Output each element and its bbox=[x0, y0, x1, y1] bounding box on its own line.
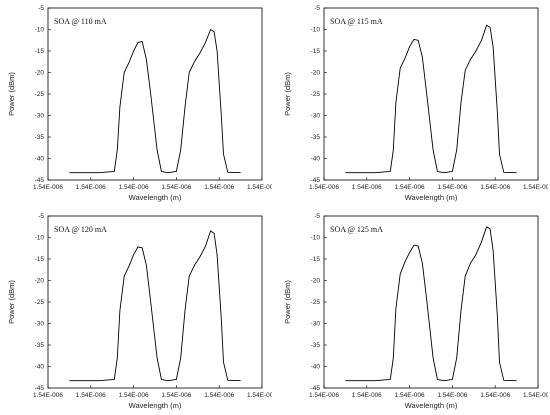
plot-frame bbox=[47, 215, 263, 389]
y-tick-label: -20 bbox=[35, 70, 45, 77]
panel-title: SOA @ 120 mA bbox=[54, 225, 107, 234]
x-tick-label: 1.54E-006 bbox=[395, 184, 425, 191]
y-tick-label: -5 bbox=[314, 5, 320, 12]
y-tick-label: -45 bbox=[311, 177, 321, 184]
y-tick-label: -30 bbox=[311, 321, 321, 328]
y-axis-label: Power (dBm) bbox=[283, 72, 292, 116]
y-tick-label: -40 bbox=[311, 364, 321, 371]
x-tick-label: 1.54E-006 bbox=[352, 184, 382, 191]
x-tick-label: 1.54E-006 bbox=[352, 392, 382, 399]
plot-frame bbox=[47, 7, 263, 181]
chart-svg-125: -5-10-15-20-25-30-35-40-451.54E-006 1.54E… bbox=[283, 213, 548, 410]
y-axis-label: Power (dBm) bbox=[7, 72, 16, 116]
y-tick-label: -5 bbox=[314, 213, 320, 220]
y-tick-label: -40 bbox=[35, 364, 45, 371]
x-tick-label: 1.54E-006 bbox=[309, 184, 339, 191]
y-tick-label: -20 bbox=[35, 278, 45, 285]
y-tick-label: -15 bbox=[311, 48, 321, 55]
y-tick-label: -35 bbox=[35, 134, 45, 141]
y-tick-label: -10 bbox=[35, 235, 45, 242]
y-tick-label: -35 bbox=[311, 134, 321, 141]
plot-frame bbox=[323, 7, 539, 181]
panel-title: SOA @ 125 mA bbox=[330, 225, 383, 234]
y-tick-label: -20 bbox=[311, 70, 321, 77]
y-tick-label: -20 bbox=[311, 278, 321, 285]
x-tick-label: 1.54E-006 bbox=[76, 392, 106, 399]
x-tick-label: 1.54E-006 bbox=[247, 184, 272, 191]
chart-panel-125: -5 -10 -15 -20 -25 -30 -35 -40 -45 1.54E-006 1.54E… bbox=[276, 208, 548, 413]
y-tick-label: -25 bbox=[311, 299, 321, 306]
y-tick-label: -40 bbox=[35, 156, 45, 163]
y-tick-label: -10 bbox=[311, 27, 321, 34]
x-tick-label: 1.54E-006 bbox=[437, 392, 467, 399]
spectrum-line bbox=[345, 226, 517, 382]
chart-svg-110: -5-10-15-20-25-30-35-40-451.54E-006 1.54E… bbox=[7, 5, 272, 202]
chart-svg-115: -5-10-15-20-25-30-35-40-451.54E-006 1.54E… bbox=[283, 5, 548, 202]
chart-panel-115: -5 -10 -15 -20 -25 -30 -35 -40 -45 1.54E-006 1.54E… bbox=[276, 0, 548, 205]
spectrum-line bbox=[69, 230, 241, 382]
y-tick-label: -10 bbox=[311, 235, 321, 242]
chart-panel-120: -5 -10 -15 -20 -25 -30 -35 -40 -45 1.54E-006 1.54E… bbox=[0, 208, 272, 413]
y-tick-label: -45 bbox=[311, 385, 321, 392]
y-tick-label: -5 bbox=[38, 5, 44, 12]
y-tick-label: -35 bbox=[35, 342, 45, 349]
y-tick-label: -45 bbox=[35, 385, 45, 392]
y-tick-label: -25 bbox=[311, 91, 321, 98]
x-tick-label: 1.54E-006 bbox=[33, 184, 63, 191]
x-tick-label: 1.54E-006 bbox=[33, 392, 63, 399]
plot-frame bbox=[323, 215, 539, 389]
spectrum-line bbox=[345, 24, 517, 174]
y-tick-label: -5 bbox=[38, 213, 44, 220]
y-tick-label: -30 bbox=[35, 113, 45, 120]
x-tick-label: 1.54E-006 bbox=[119, 392, 149, 399]
x-tick-label: 1.54E-006 bbox=[395, 392, 425, 399]
x-axis-label: Wavelength (m) bbox=[405, 401, 458, 410]
panel-title: SOA @ 110 mA bbox=[54, 17, 107, 26]
y-tick-label: -35 bbox=[311, 342, 321, 349]
panel-title: SOA @ 115 mA bbox=[330, 17, 383, 26]
x-tick-label: 1.54E-006 bbox=[523, 392, 548, 399]
x-axis-label: Wavelength (m) bbox=[129, 193, 182, 202]
y-tick-label: -10 bbox=[35, 27, 45, 34]
chart-svg-120: -5-10-15-20-25-30-35-40-451.54E-006 1.54E… bbox=[7, 213, 272, 410]
y-tick-label: -30 bbox=[35, 321, 45, 328]
x-tick-label: 1.54E-006 bbox=[161, 184, 191, 191]
x-tick-label: 1.54E-006 bbox=[523, 184, 548, 191]
y-tick-label: -25 bbox=[35, 91, 45, 98]
x-axis-label: Wavelength (m) bbox=[405, 193, 458, 202]
x-tick-label: 1.54E-006 bbox=[204, 392, 234, 399]
x-axis-label: Wavelength (m) bbox=[129, 401, 182, 410]
y-axis-label: Power (dBm) bbox=[283, 280, 292, 324]
chart-panel-110: -5 -10 -15 -20 -25 -30 -35 -40 -45 1.54E-006 1.54E… bbox=[0, 0, 272, 205]
y-axis-label: Power (dBm) bbox=[7, 280, 16, 324]
y-tick-label: -40 bbox=[311, 156, 321, 163]
x-tick-label: 1.54E-006 bbox=[204, 184, 234, 191]
x-tick-label: 1.54E-006 bbox=[480, 184, 510, 191]
y-tick-label: -15 bbox=[311, 256, 321, 263]
y-tick-label: -15 bbox=[35, 256, 45, 263]
x-tick-label: 1.54E-006 bbox=[247, 392, 272, 399]
x-tick-label: 1.54E-006 bbox=[119, 184, 149, 191]
x-tick-label: 1.54E-006 bbox=[437, 184, 467, 191]
x-tick-label: 1.54E-006 bbox=[480, 392, 510, 399]
x-tick-label: 1.54E-006 bbox=[76, 184, 106, 191]
x-tick-label: 1.54E-006 bbox=[309, 392, 339, 399]
x-tick-label: 1.54E-006 bbox=[161, 392, 191, 399]
spectrum-line bbox=[69, 29, 241, 174]
y-tick-label: -25 bbox=[35, 299, 45, 306]
y-tick-label: -15 bbox=[35, 48, 45, 55]
y-tick-label: -45 bbox=[35, 177, 45, 184]
y-tick-label: -30 bbox=[311, 113, 321, 120]
